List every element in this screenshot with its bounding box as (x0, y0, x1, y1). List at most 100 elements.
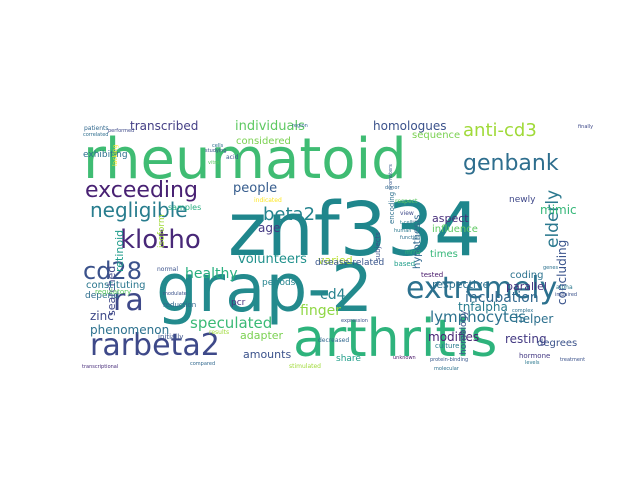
word-share: share (336, 354, 361, 364)
word-unknown: unknown (393, 355, 416, 361)
word-cd28: cd28 (83, 257, 142, 285)
word-individuals: individuals (235, 119, 305, 134)
word-resting: resting (505, 332, 547, 346)
word-expression: expression (341, 318, 368, 324)
word-rheumatoid: rheumatoid (83, 127, 407, 192)
word-elderly: elderly (543, 190, 563, 248)
word-acid: acid (226, 154, 239, 161)
word-studying: studying (205, 148, 227, 154)
word-donor: donor (385, 185, 400, 191)
word-transcriptional: transcriptional (82, 364, 118, 370)
word-view: view (400, 210, 414, 217)
word-patients: patients (84, 125, 108, 132)
word-treatment: treatment (560, 357, 585, 363)
word-negligible: negligible (90, 198, 188, 222)
word-modifies: modifies (428, 330, 479, 344)
word-cells: cells (212, 143, 224, 149)
word-finally: finally (578, 124, 593, 130)
word-newly: newly (509, 195, 536, 205)
word-based: based (394, 260, 415, 268)
word-parallel: parallel (506, 280, 547, 293)
word-molecular: molecular (434, 366, 460, 372)
word-cd4: cd4 (320, 287, 346, 303)
word-sequence: sequence (412, 130, 460, 141)
word-age: age (258, 221, 280, 235)
word-t-cell: t-cell (400, 220, 412, 226)
word-compared: compared (190, 361, 215, 367)
word-mrna: mrna (405, 249, 421, 256)
word-grap-2: grap-2 (156, 250, 373, 327)
word-beta2: beta2 (263, 204, 315, 225)
word-exceeding: exceeding (85, 178, 198, 203)
word-promoters: promoters (388, 164, 394, 190)
word-helper: helper (515, 312, 553, 326)
word-varied: varied (318, 254, 353, 267)
word-phenomenon: phenomenon (90, 323, 169, 337)
word-periods: periods (262, 278, 296, 288)
word-regulatory: regulatory (95, 288, 131, 296)
word-arthritis: arthritis (293, 309, 497, 369)
word-constituting: constituting (86, 280, 146, 291)
word-respect: respect (395, 198, 418, 205)
word-reduction: reduction (163, 301, 196, 309)
word-isoform: isoform (157, 214, 167, 248)
word-amounts: amounts (243, 348, 291, 361)
word-region: region (292, 123, 308, 129)
word-degrees: degrees (537, 338, 577, 349)
word-results: results (209, 329, 229, 336)
word-hormone: hormone (519, 352, 550, 360)
word-function: function (400, 235, 420, 241)
word-lymphocytes: lymphocytes (430, 308, 526, 326)
word-alpha: alpha (556, 284, 573, 291)
word-pcr: pcr (231, 298, 246, 308)
word-tnfalpha: tnfalpha (458, 300, 508, 314)
word-indicated: indicated (254, 197, 282, 204)
word-initially: initially (158, 333, 183, 341)
word-tested: tested (421, 271, 443, 279)
word-rarbeta2: rarbeta2 (90, 328, 220, 363)
word-extremely: extremely (406, 271, 557, 306)
word-influence: influence (432, 224, 478, 235)
word-genbank: genbank (463, 151, 559, 176)
word-transcribed: transcribed (130, 119, 198, 133)
word-aspect: aspect (432, 212, 469, 225)
word-homologues: homologues (373, 119, 447, 133)
word-ra: ra (113, 283, 144, 318)
word-volunteers: volunteers (238, 252, 307, 267)
word-lacking: lacking (112, 144, 119, 166)
word-decreased: decreased (318, 337, 349, 344)
word-encoding: encoding (388, 192, 396, 224)
word-anti-cd3: anti-cd3 (463, 120, 537, 141)
word-znf334: znf334 (228, 187, 481, 273)
word-healthy: healthy (185, 266, 238, 282)
word-respective: respective (432, 278, 489, 291)
word-finger: finger (300, 303, 341, 319)
word-normal: normal (157, 266, 178, 273)
word-genes: genes (543, 265, 558, 271)
word-performed: performed (108, 128, 134, 134)
word-mimic: mimic (540, 203, 577, 217)
word-samples: samples (168, 203, 201, 212)
word-depend: depend (85, 291, 119, 301)
word-protein-binding: protein-binding (430, 357, 468, 363)
word-modulate: modulate (163, 291, 187, 297)
word-homology: homology (459, 310, 469, 355)
word-human: human (394, 228, 411, 234)
word-klotho: klotho (120, 225, 201, 255)
word-searched: searched (105, 266, 118, 316)
word-zinc: zinc (90, 309, 114, 323)
word-impaired: impaired (555, 292, 577, 298)
word-adapter: adapter (240, 329, 284, 342)
word-hypothesis: hypothesis (412, 215, 423, 269)
word-culture: culture (435, 342, 459, 350)
word-retinoid: retinoid (113, 230, 126, 272)
word-stimulated: stimulated (289, 363, 321, 370)
word-coding: coding (510, 270, 543, 281)
word-complex: complex (512, 308, 533, 314)
word-exhibiting: exhibiting (83, 150, 128, 160)
word-subjects: subjects (374, 232, 382, 261)
word-concluding: concluding (555, 240, 569, 305)
word-disease-related: disease-related (315, 258, 384, 268)
